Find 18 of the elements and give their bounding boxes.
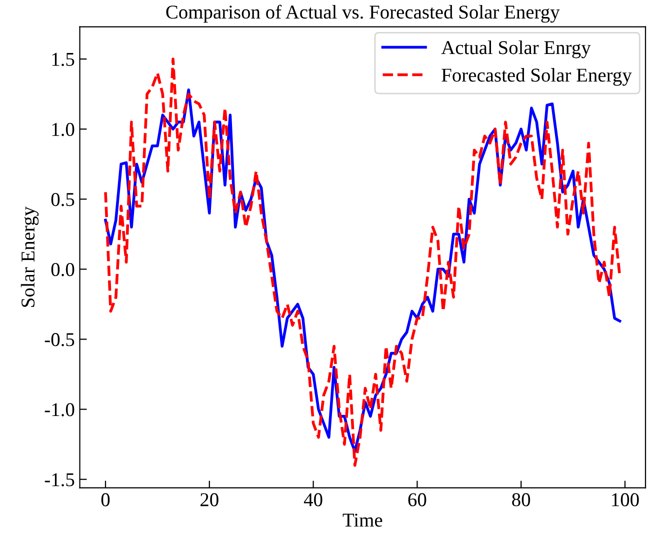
y-tick-label: 1.5 bbox=[52, 52, 74, 66]
y-tick-label: 0.0 bbox=[51, 263, 74, 276]
y-tick-label: -0.5 bbox=[44, 333, 74, 346]
x-axis-title: Time bbox=[342, 514, 382, 527]
x-tick-label: 20 bbox=[200, 493, 218, 506]
y-tick-label: -1.5 bbox=[44, 473, 74, 486]
x-tick-label: 80 bbox=[512, 493, 530, 506]
x-tick-label: 60 bbox=[408, 493, 426, 506]
y-tick-label: 1.0 bbox=[52, 122, 74, 136]
y-axis-title: Solar Energy bbox=[20, 206, 39, 307]
y-tick-label: -1.0 bbox=[44, 403, 74, 416]
legend-label: Forecasted Solar Energy bbox=[442, 68, 632, 86]
x-tick-label: 0 bbox=[101, 493, 110, 506]
x-tick-label: 40 bbox=[304, 493, 322, 506]
chart-title: Comparison of Actual vs. Forecasted Solar Energy bbox=[166, 4, 560, 23]
x-tick-label: 100 bbox=[612, 493, 639, 506]
legend-label: Actual Solar Enrgy bbox=[441, 40, 591, 58]
y-tick-label: 0.5 bbox=[51, 192, 74, 206]
